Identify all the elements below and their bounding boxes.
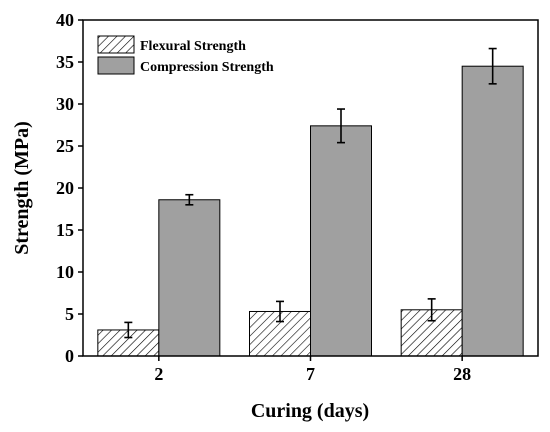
y-tick-label: 0 — [65, 346, 74, 366]
error-bar-flexural-2 — [124, 321, 133, 339]
y-tick-label: 10 — [56, 262, 74, 282]
y-tick-label: 20 — [56, 178, 74, 198]
y-tick-label: 25 — [56, 136, 74, 156]
legend-label-compression: Compression Strength — [140, 60, 274, 75]
x-axis-ticks: 2 7 28 — [154, 356, 471, 384]
bars-layer — [97, 65, 524, 357]
y-axis-title: Strength (MPa) — [11, 121, 33, 255]
error-bars-layer — [124, 47, 497, 339]
x-tick-label: 28 — [453, 364, 471, 384]
y-tick-label: 15 — [56, 220, 74, 240]
legend-swatch-flexural — [97, 35, 135, 54]
y-tick-label: 30 — [56, 94, 74, 114]
x-tick-label: 7 — [306, 364, 315, 384]
legend: Flexural Strength Compression Strength — [97, 35, 274, 75]
x-axis-title: Curing (days) — [251, 400, 369, 422]
bar-compression-7 — [310, 125, 372, 357]
error-bar-flexural-28 — [427, 298, 436, 322]
bar-compression-2 — [158, 199, 221, 357]
y-tick-label: 40 — [56, 10, 74, 30]
x-tick-label: 2 — [154, 364, 163, 384]
error-bar-compression-7 — [337, 108, 345, 144]
y-tick-label: 5 — [65, 304, 74, 324]
y-tick-label: 35 — [56, 52, 74, 72]
bar-compression-28 — [461, 65, 524, 357]
error-bar-flexural-7 — [276, 300, 284, 323]
y-axis-ticks: 0 5 10 15 20 25 30 35 40 — [56, 10, 83, 366]
error-bar-compression-28 — [488, 47, 497, 85]
legend-label-flexural: Flexural Strength — [140, 39, 246, 54]
legend-swatch-compression — [97, 56, 135, 75]
error-bar-compression-2 — [185, 193, 194, 206]
